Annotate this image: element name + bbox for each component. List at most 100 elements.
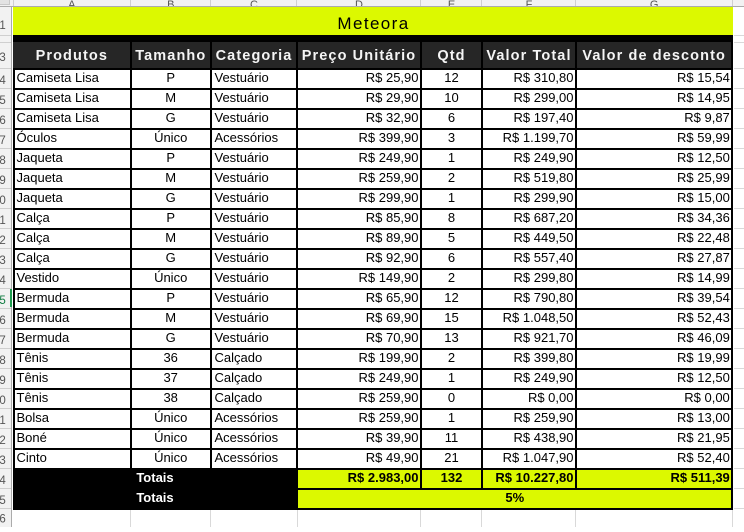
svg-text:R$ 70,90: R$ 70,90 [366, 330, 419, 345]
svg-text:P: P [166, 290, 175, 305]
svg-text:Único: Único [154, 270, 187, 285]
svg-text:11: 11 [445, 430, 459, 445]
svg-text:F: F [526, 0, 533, 11]
svg-text:Único: Único [154, 130, 187, 145]
svg-text:Camiseta Lisa: Camiseta Lisa [17, 110, 100, 125]
svg-text:3: 3 [448, 130, 455, 145]
svg-text:R$ 14,99: R$ 14,99 [677, 270, 730, 285]
svg-text:3: 3 [0, 52, 6, 64]
svg-text:R$ 259,90: R$ 259,90 [359, 410, 419, 425]
svg-text:R$ 197,40: R$ 197,40 [514, 110, 574, 125]
svg-text:6: 6 [0, 115, 6, 127]
svg-text:0: 0 [448, 390, 455, 405]
svg-text:A: A [68, 0, 76, 11]
svg-text:37: 37 [163, 370, 177, 385]
svg-text:25: 25 [0, 495, 6, 507]
svg-text:Calça: Calça [17, 230, 51, 245]
svg-text:R$ 15,54: R$ 15,54 [677, 70, 730, 85]
svg-text:1: 1 [448, 190, 455, 205]
svg-text:R$ 199,90: R$ 199,90 [359, 350, 419, 365]
svg-text:Vestuário: Vestuário [215, 90, 269, 105]
svg-text:Acessórios: Acessórios [215, 450, 279, 465]
svg-text:11: 11 [0, 215, 6, 227]
svg-text:8: 8 [448, 210, 455, 225]
svg-text:Vestuário: Vestuário [215, 150, 269, 165]
svg-text:Vestuário: Vestuário [215, 70, 269, 85]
svg-text:23: 23 [0, 455, 6, 467]
svg-text:1: 1 [0, 20, 6, 32]
svg-text:R$ 32,90: R$ 32,90 [366, 110, 419, 125]
svg-text:R$ 27,87: R$ 27,87 [677, 250, 730, 265]
svg-text:Vestuário: Vestuário [215, 210, 269, 225]
svg-text:R$ 22,48: R$ 22,48 [677, 230, 730, 245]
svg-text:Vestuário: Vestuário [215, 170, 269, 185]
svg-text:R$ 52,40: R$ 52,40 [677, 450, 730, 465]
svg-text:Totais: Totais [136, 490, 173, 505]
svg-text:15: 15 [444, 310, 458, 325]
svg-text:Totais: Totais [136, 470, 173, 485]
svg-text:R$ 687,20: R$ 687,20 [514, 210, 574, 225]
svg-text:R$ 25,99: R$ 25,99 [677, 170, 730, 185]
svg-text:R$ 9,87: R$ 9,87 [684, 110, 730, 125]
svg-text:R$ 10.227,80: R$ 10.227,80 [495, 470, 573, 485]
svg-text:Bermuda: Bermuda [17, 310, 71, 325]
svg-text:22: 22 [0, 435, 6, 447]
svg-text:Jaqueta: Jaqueta [17, 170, 64, 185]
svg-text:R$ 0,00: R$ 0,00 [528, 390, 574, 405]
svg-text:B: B [167, 0, 174, 11]
svg-text:10: 10 [0, 195, 6, 207]
svg-text:G: G [166, 250, 176, 265]
svg-text:Valor de desconto: Valor de desconto [582, 48, 726, 64]
svg-text:R$ 29,90: R$ 29,90 [366, 90, 419, 105]
svg-text:16: 16 [0, 315, 6, 327]
svg-text:G: G [650, 0, 659, 11]
svg-text:7: 7 [0, 135, 6, 147]
svg-text:17: 17 [0, 335, 6, 347]
svg-text:R$ 299,80: R$ 299,80 [514, 270, 574, 285]
svg-text:2: 2 [448, 350, 455, 365]
svg-text:R$ 299,00: R$ 299,00 [514, 90, 574, 105]
svg-text:R$ 310,80: R$ 310,80 [514, 70, 574, 85]
svg-text:14: 14 [0, 275, 6, 287]
svg-text:Cinto: Cinto [17, 450, 47, 465]
svg-text:R$ 39,54: R$ 39,54 [677, 290, 730, 305]
svg-text:6: 6 [448, 250, 455, 265]
svg-text:Calça: Calça [17, 250, 51, 265]
svg-text:R$ 34,36: R$ 34,36 [677, 210, 730, 225]
svg-text:Tênis: Tênis [17, 350, 49, 365]
svg-text:Acessórios: Acessórios [215, 410, 279, 425]
svg-text:R$ 1.047,90: R$ 1.047,90 [503, 450, 574, 465]
svg-text:10: 10 [444, 90, 458, 105]
svg-text:Camiseta Lisa: Camiseta Lisa [17, 70, 100, 85]
svg-text:R$ 790,80: R$ 790,80 [514, 290, 574, 305]
svg-text:M: M [165, 310, 176, 325]
svg-text:18: 18 [0, 355, 6, 367]
svg-text:Bermuda: Bermuda [17, 290, 71, 305]
svg-text:G: G [166, 330, 176, 345]
svg-text:Vestuário: Vestuário [215, 110, 269, 125]
svg-text:Acessórios: Acessórios [215, 130, 279, 145]
svg-text:Jaqueta: Jaqueta [17, 150, 64, 165]
svg-text:21: 21 [0, 415, 6, 427]
svg-text:Tênis: Tênis [17, 370, 49, 385]
svg-text:12: 12 [0, 235, 6, 247]
svg-text:15: 15 [0, 295, 6, 307]
svg-text:Calça: Calça [17, 210, 51, 225]
svg-text:1: 1 [448, 410, 455, 425]
svg-text:Bermuda: Bermuda [17, 330, 71, 345]
svg-text:R$ 15,00: R$ 15,00 [677, 190, 730, 205]
svg-text:2: 2 [448, 270, 455, 285]
svg-text:P: P [166, 210, 175, 225]
svg-text:R$ 49,90: R$ 49,90 [366, 450, 419, 465]
svg-text:Vestuário: Vestuário [215, 330, 269, 345]
svg-text:132: 132 [441, 470, 463, 485]
svg-text:Jaqueta: Jaqueta [17, 190, 64, 205]
svg-text:R$ 13,00: R$ 13,00 [677, 410, 730, 425]
svg-text:Acessórios: Acessórios [215, 430, 279, 445]
svg-text:R$ 438,90: R$ 438,90 [514, 430, 574, 445]
svg-text:21: 21 [444, 450, 458, 465]
svg-text:R$ 65,90: R$ 65,90 [366, 290, 419, 305]
svg-text:Tênis: Tênis [17, 390, 49, 405]
svg-text:Vestuário: Vestuário [215, 250, 269, 265]
svg-text:5: 5 [0, 95, 6, 107]
